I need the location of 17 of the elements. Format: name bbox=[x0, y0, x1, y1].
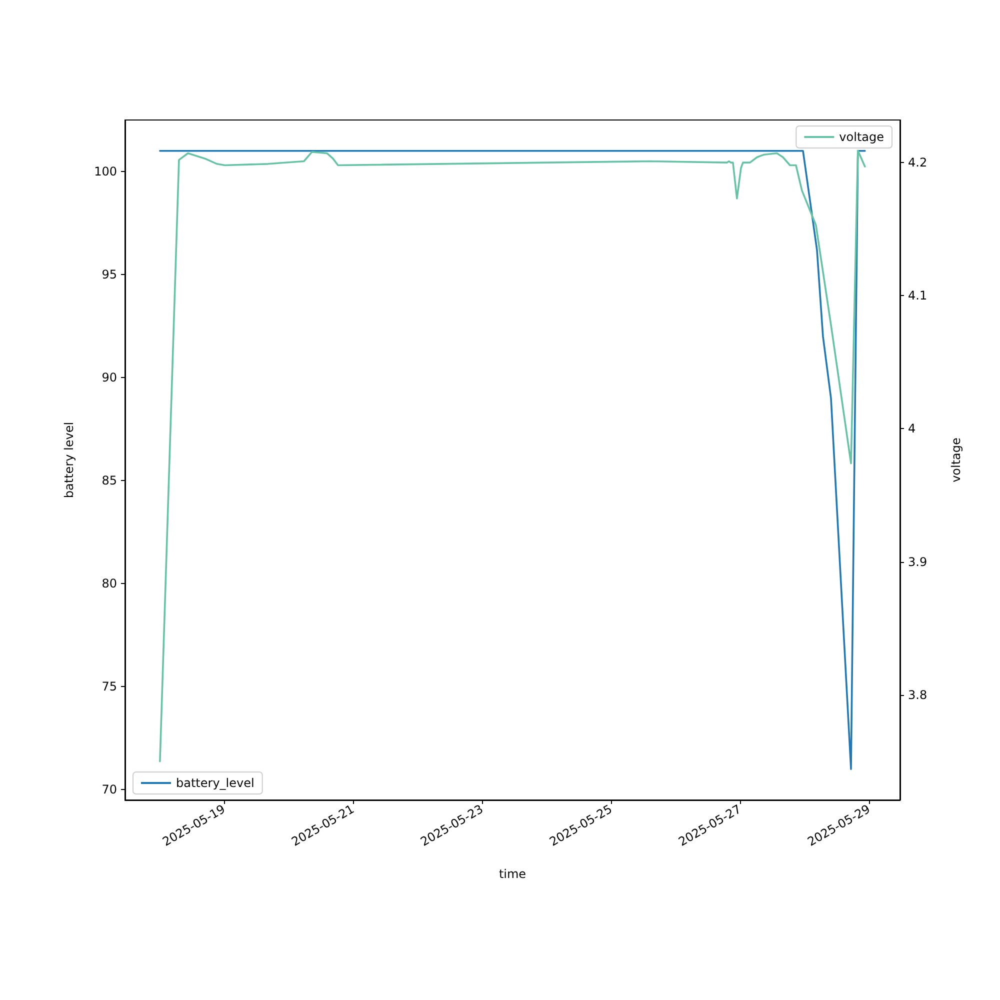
y2-tick-label: 4.1 bbox=[908, 288, 928, 303]
y-axis-title: battery level bbox=[62, 422, 76, 498]
y2-tick-label: 3.9 bbox=[908, 554, 928, 569]
legend-label: voltage bbox=[839, 130, 884, 144]
y-tick-label: 80 bbox=[102, 576, 117, 591]
y-tick-label: 95 bbox=[102, 268, 117, 282]
y2-tick-label: 4.2 bbox=[908, 156, 928, 170]
y-tick-label: 100 bbox=[94, 164, 117, 179]
y2-axis-title: voltage bbox=[949, 438, 963, 482]
y-tick-label: 70 bbox=[102, 782, 117, 797]
y-tick-label: 85 bbox=[102, 474, 117, 488]
y2-tick-label: 4 bbox=[908, 422, 916, 436]
y-tick-label: 75 bbox=[102, 680, 117, 694]
y2-tick-label: 3.8 bbox=[908, 688, 928, 702]
y-tick-label: 90 bbox=[102, 370, 117, 385]
legend-label: battery_level bbox=[176, 776, 254, 790]
x-axis-title: time bbox=[498, 867, 526, 881]
